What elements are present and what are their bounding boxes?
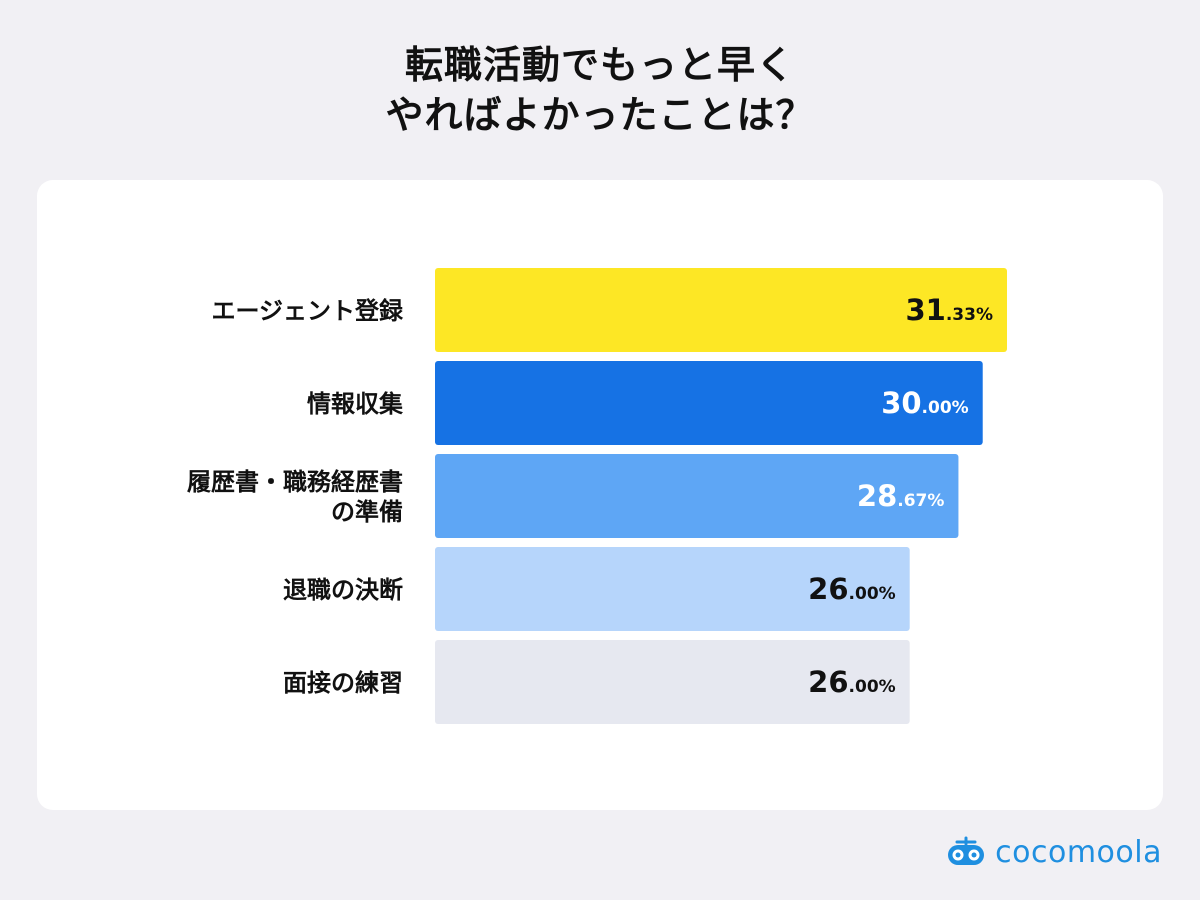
category-label-2-line-0: 履歴書・職務経歴書 [187,468,403,496]
bar-3 [435,547,910,631]
value-label-2: 28.67% [857,479,945,513]
brand-name: cocomoola [995,834,1162,870]
value-label-4: 26.00% [808,665,896,699]
category-label-4: 面接の練習 [283,669,403,697]
chart-title: 転職活動でもっと早く やればよかったことは？ [0,40,1200,140]
category-label-3: 退職の決断 [283,576,403,604]
value-label-0: 31.33% [905,293,993,327]
cocomoola-logo-icon [948,836,985,865]
chart-title-line-2: やればよかったことは？ [385,93,815,137]
bar-0 [435,268,1007,352]
chart-title-line-1: 転職活動でもっと早く [404,43,795,87]
bar-4 [435,640,910,724]
category-label-0: エージェント登録 [211,297,404,325]
bar-1 [435,361,983,445]
brand-logo: cocomoola [945,832,1162,872]
bar-2 [435,454,959,538]
category-label-2-line-1: の準備 [331,498,403,526]
chart-card: エージェント登録 31.33% 情報収集 30.00% 履歴書・職務経歴書 の準備 28.6… [37,180,1163,810]
value-label-3: 26.00% [808,572,896,606]
category-label-1: 情報収集 [307,390,404,418]
value-label-1: 30.00% [881,386,969,420]
